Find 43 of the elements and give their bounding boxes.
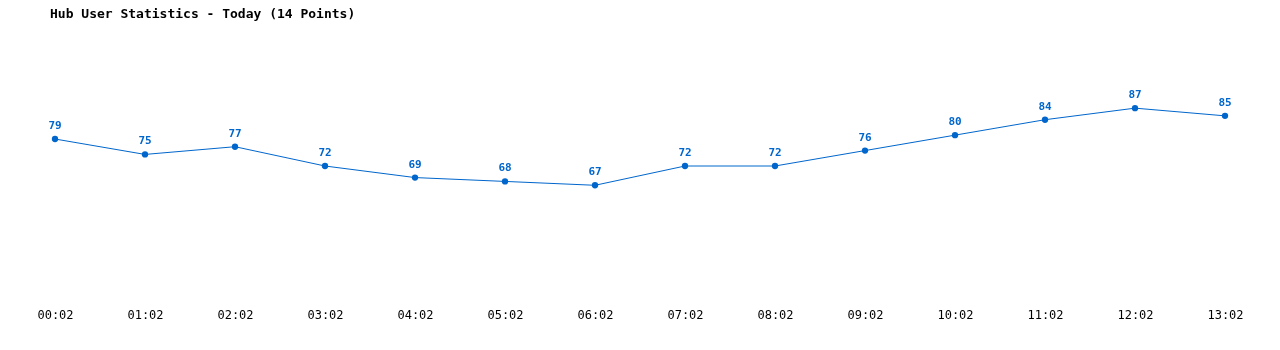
- point: [861, 147, 869, 154]
- x-tick-label: 01:02: [127, 307, 164, 322]
- data-label: 79: [48, 119, 62, 132]
- x-tick-label: 07:02: [667, 307, 704, 322]
- data-label: 85: [1218, 95, 1232, 109]
- data-label: 75: [138, 134, 152, 148]
- x-tick-label: 12:02: [1117, 307, 1154, 322]
- point: [1041, 116, 1049, 123]
- point: [591, 182, 599, 189]
- x-tick-label: 08:02: [757, 307, 794, 322]
- point: [501, 178, 509, 185]
- x-tick-label: 06:02: [577, 307, 614, 322]
- x-tick-label: 02:02: [217, 307, 254, 322]
- point: [951, 131, 959, 139]
- x-tick-label: 03:02: [307, 307, 344, 322]
- point: [231, 143, 239, 150]
- data-label: 84: [1038, 99, 1052, 113]
- data-label: 80: [948, 115, 962, 129]
- x-tick-label: 10:02: [937, 307, 974, 322]
- data-label: 77: [228, 126, 242, 140]
- point: [1221, 112, 1229, 120]
- chart-title: Hub User Statistics - Today (14 Points): [50, 6, 356, 21]
- x-tick-label: 11:02: [1027, 307, 1064, 322]
- point: [681, 162, 689, 170]
- point: [51, 135, 59, 143]
- x-tick-label: 00:02: [37, 307, 74, 322]
- point: [141, 151, 149, 158]
- data-label: 76: [858, 130, 872, 144]
- data-label: 69: [408, 157, 422, 171]
- data-label: 87: [1128, 88, 1142, 102]
- point: [321, 162, 329, 170]
- data-label: 67: [588, 165, 602, 179]
- x-tick-label: 05:02: [487, 307, 524, 322]
- point: [1131, 104, 1139, 112]
- point: [771, 162, 779, 170]
- x-tick-label: 09:02: [847, 307, 884, 322]
- x-tick-label: 13:02: [1207, 307, 1244, 322]
- data-label: 68: [498, 161, 512, 175]
- data-label: 72: [318, 146, 332, 159]
- data-label: 72: [768, 146, 782, 159]
- x-tick-label: 04:02: [397, 307, 434, 322]
- point: [411, 174, 419, 181]
- data-label: 72: [678, 146, 692, 159]
